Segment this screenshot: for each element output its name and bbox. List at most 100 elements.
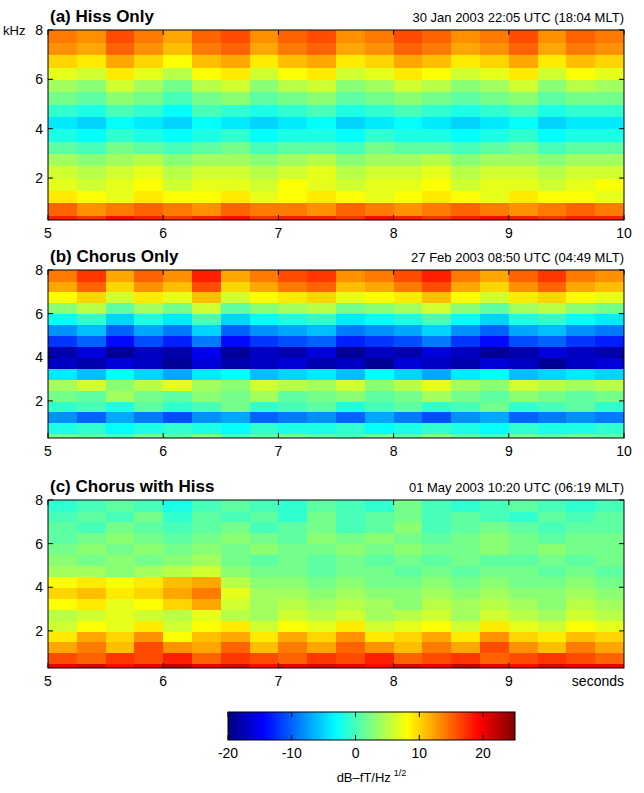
cell [307,153,336,166]
cell [595,166,624,179]
y-tick [619,79,624,80]
x-tick [48,500,49,505]
cell [48,576,77,588]
x-tick-label: 10 [616,443,632,459]
cell [163,104,192,117]
y-tick [48,128,53,129]
cell [163,511,192,523]
cell [451,555,480,567]
cell [538,379,567,391]
cell [422,55,451,68]
cell [538,511,567,523]
cell [336,215,365,220]
cell [307,598,336,610]
cell [480,203,509,216]
cell [250,42,279,55]
cell [336,423,365,435]
cell [77,292,106,304]
cell [250,587,279,599]
cell [509,368,538,380]
x-tick [624,215,625,220]
cell [106,92,135,105]
cell [221,281,250,293]
cell [278,153,307,166]
cell [192,166,221,179]
cell [566,631,595,643]
cell [394,178,423,191]
cell [48,664,77,668]
cell [480,642,509,654]
cell [336,664,365,668]
cell [221,401,250,413]
cell [422,281,451,293]
cell [221,92,250,105]
cell [77,522,106,534]
cell [538,166,567,179]
x-tick [393,270,394,275]
cell [509,390,538,402]
cell [538,587,567,599]
cell [134,500,163,512]
cell [595,434,624,438]
x-tick [508,30,509,35]
cell [106,434,135,438]
cell [48,631,77,643]
cell [278,67,307,80]
cell [509,281,538,293]
cell [106,390,135,402]
cell [365,92,394,105]
cell [163,178,192,191]
x-tick [624,30,625,35]
x-tick [508,663,509,668]
cell [278,544,307,556]
cell [307,379,336,391]
cell [538,500,567,512]
cell [77,379,106,391]
cell [509,129,538,142]
cell [163,522,192,534]
cell [566,314,595,326]
cell [163,203,192,216]
figure: (a) Hiss Only30 Jan 2003 22:05 UTC (18:0… [0,0,644,793]
panel-subtitle: 27 Feb 2003 08:50 UTC (04:49 MLT) [411,250,624,265]
cell [163,500,192,512]
cell [250,203,279,216]
cell [509,335,538,347]
x-tick [163,500,164,505]
cell [192,565,221,577]
cell [192,511,221,523]
cell [336,511,365,523]
cell [451,576,480,588]
cell [509,401,538,413]
colorbar-tick-label: -20 [218,745,238,761]
cell [278,642,307,654]
cell [221,522,250,534]
cell [595,555,624,567]
cell [595,587,624,599]
cell [336,522,365,534]
cell [163,270,192,282]
cell [48,153,77,166]
cell [278,42,307,55]
cell [480,401,509,413]
cell [422,203,451,216]
cell [163,620,192,632]
cell [595,178,624,191]
cell [566,555,595,567]
cell [480,500,509,512]
cell [134,104,163,117]
cell [422,576,451,588]
cell [595,325,624,337]
cell [221,314,250,326]
y-tick [619,30,624,31]
cell [451,292,480,304]
y-tick [48,543,53,544]
cell [365,79,394,92]
colorbar-tick [419,735,420,740]
cell [566,368,595,380]
cell [163,153,192,166]
cell [134,141,163,154]
cell [250,379,279,391]
cell [566,30,595,43]
cell [509,642,538,654]
